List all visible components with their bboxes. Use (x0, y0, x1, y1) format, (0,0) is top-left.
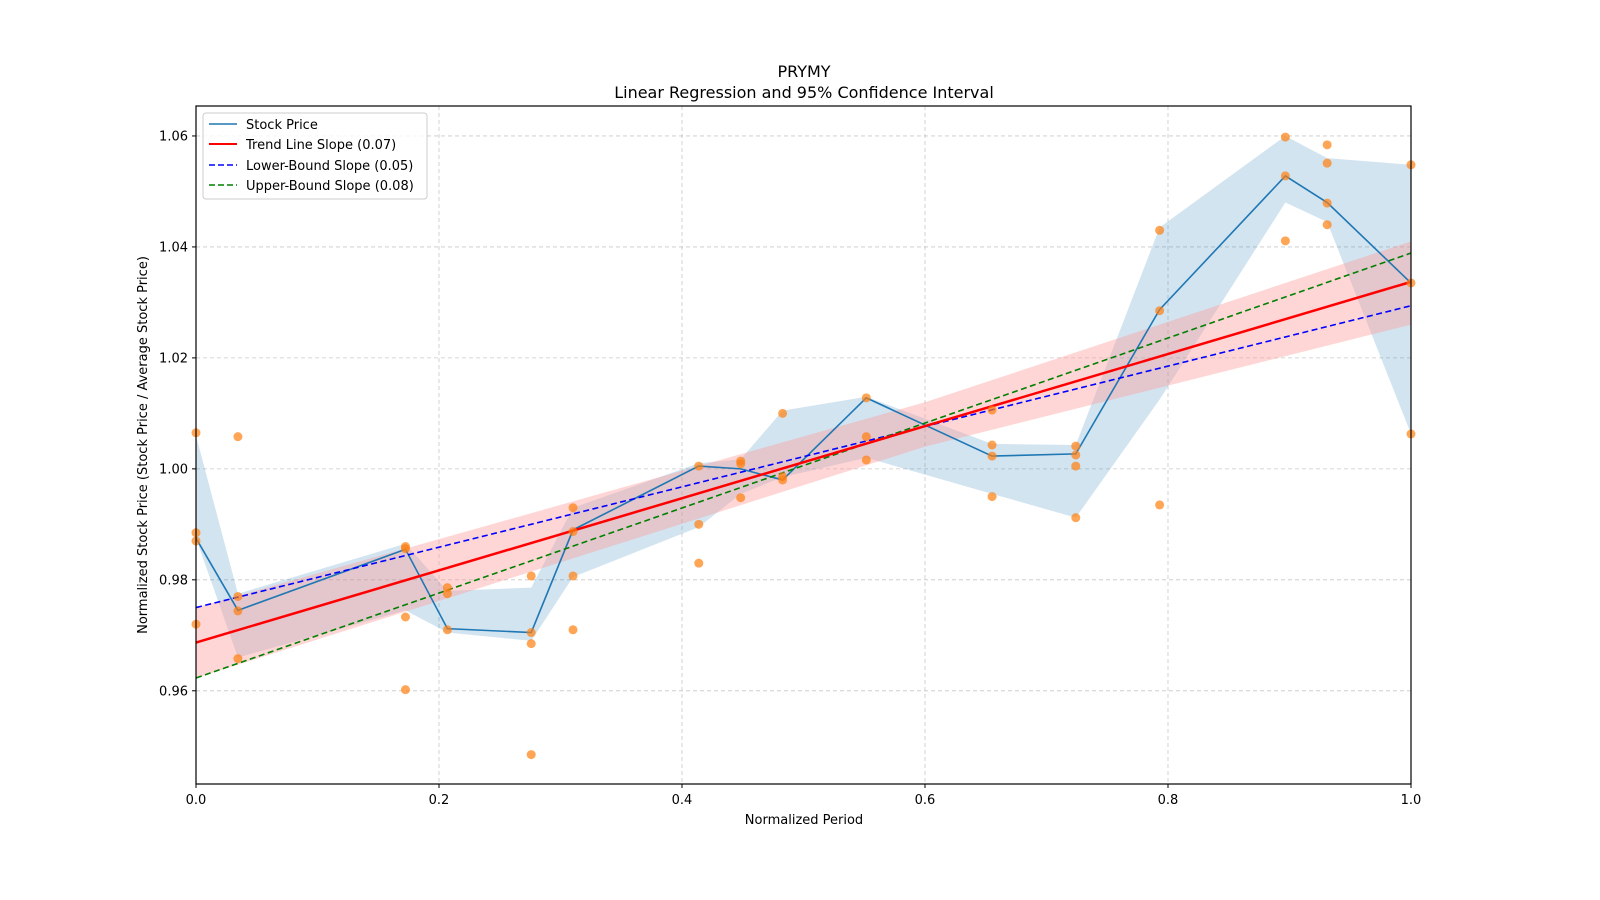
y-tick-label: 0.96 (159, 684, 188, 699)
y-tick-label: 1.00 (159, 462, 188, 477)
y-tick-label: 1.04 (159, 240, 188, 255)
upper-bound-line (195, 252, 1412, 679)
scatter-point (1280, 171, 1290, 181)
scatter-point (1155, 306, 1165, 316)
scatter-point (1322, 220, 1332, 230)
scatter-point (568, 625, 578, 635)
x-tick-label: 1.0 (1401, 793, 1422, 808)
x-tick-label: 0.8 (1158, 793, 1179, 808)
scatter-point (1280, 236, 1290, 246)
legend: Stock Price Trend Line Slope (0.07) Lowe… (202, 112, 428, 200)
scatter-point (568, 527, 578, 537)
scatter-point (568, 503, 578, 513)
trend-line (195, 280, 1412, 644)
scatter-point (694, 519, 704, 529)
legend-box (202, 112, 428, 200)
scatter-point (1071, 450, 1081, 460)
scatter-point (400, 544, 410, 554)
chart-subtitle: Linear Regression and 95% Confidence Int… (614, 83, 994, 102)
scatter-point (736, 493, 746, 503)
scatter-point (442, 625, 452, 635)
legend-label-stock-price: Stock Price (246, 118, 318, 133)
legend-label-lower-bound: Lower-Bound Slope (0.05) (246, 159, 413, 174)
scatter-point (694, 558, 704, 568)
x-axis-label: Normalized Period (745, 813, 863, 828)
series-lines (195, 174, 1412, 679)
scatter-point (736, 459, 746, 469)
y-tick-label: 1.02 (159, 351, 188, 366)
scatter-point (233, 591, 243, 601)
y-tick-label: 1.06 (159, 129, 188, 144)
y-axis-ticks: 0.96 0.98 1.00 1.02 1.04 1.06 (159, 129, 196, 699)
legend-label-upper-bound: Upper-Bound Slope (0.08) (246, 179, 414, 194)
plot-frame (195, 105, 1412, 785)
scatter-point (1071, 461, 1081, 471)
x-tick-label: 0.0 (186, 793, 207, 808)
scatter-point (1155, 225, 1165, 235)
confidence-bands (196, 135, 1411, 679)
chart-title: PRYMY (777, 62, 830, 81)
scatter-point (694, 461, 704, 471)
scatter-point (526, 628, 536, 638)
scatter-point (778, 475, 788, 485)
scatter-point (1155, 500, 1165, 510)
scatter-point (400, 685, 410, 695)
scatter-point (233, 606, 243, 616)
x-tick-label: 0.4 (672, 793, 693, 808)
scatter-point (861, 393, 871, 403)
scatter-point (526, 750, 536, 760)
x-tick-label: 0.2 (429, 793, 450, 808)
scatter-point (987, 451, 997, 461)
scatter-point (778, 408, 788, 418)
scatter-point (1071, 513, 1081, 523)
scatter-point (1071, 441, 1081, 451)
scatter-points (191, 132, 1416, 760)
scatter-point (442, 589, 452, 599)
scatter-point (987, 405, 997, 415)
scatter-point (1280, 132, 1290, 142)
x-axis-ticks: 0.0 0.2 0.4 0.6 0.8 1.0 (186, 784, 1422, 808)
legend-label-trend-line: Trend Line Slope (0.07) (245, 138, 396, 153)
scatter-point (526, 639, 536, 649)
scatter-point (1322, 140, 1332, 150)
x-tick-label: 0.6 (915, 793, 936, 808)
scatter-point (233, 654, 243, 664)
scatter-point (1322, 158, 1332, 168)
y-tick-label: 0.98 (159, 573, 188, 588)
scatter-point (987, 492, 997, 502)
scatter-point (1322, 198, 1332, 208)
scatter-point (987, 440, 997, 450)
y-axis-label: Normalized Stock Price (Stock Price / Av… (136, 256, 151, 634)
scatter-point (861, 432, 871, 442)
scatter-point (861, 455, 871, 465)
scatter-point (526, 571, 536, 581)
scatter-point (400, 612, 410, 622)
scatter-point (233, 432, 243, 442)
scatter-point (568, 571, 578, 581)
